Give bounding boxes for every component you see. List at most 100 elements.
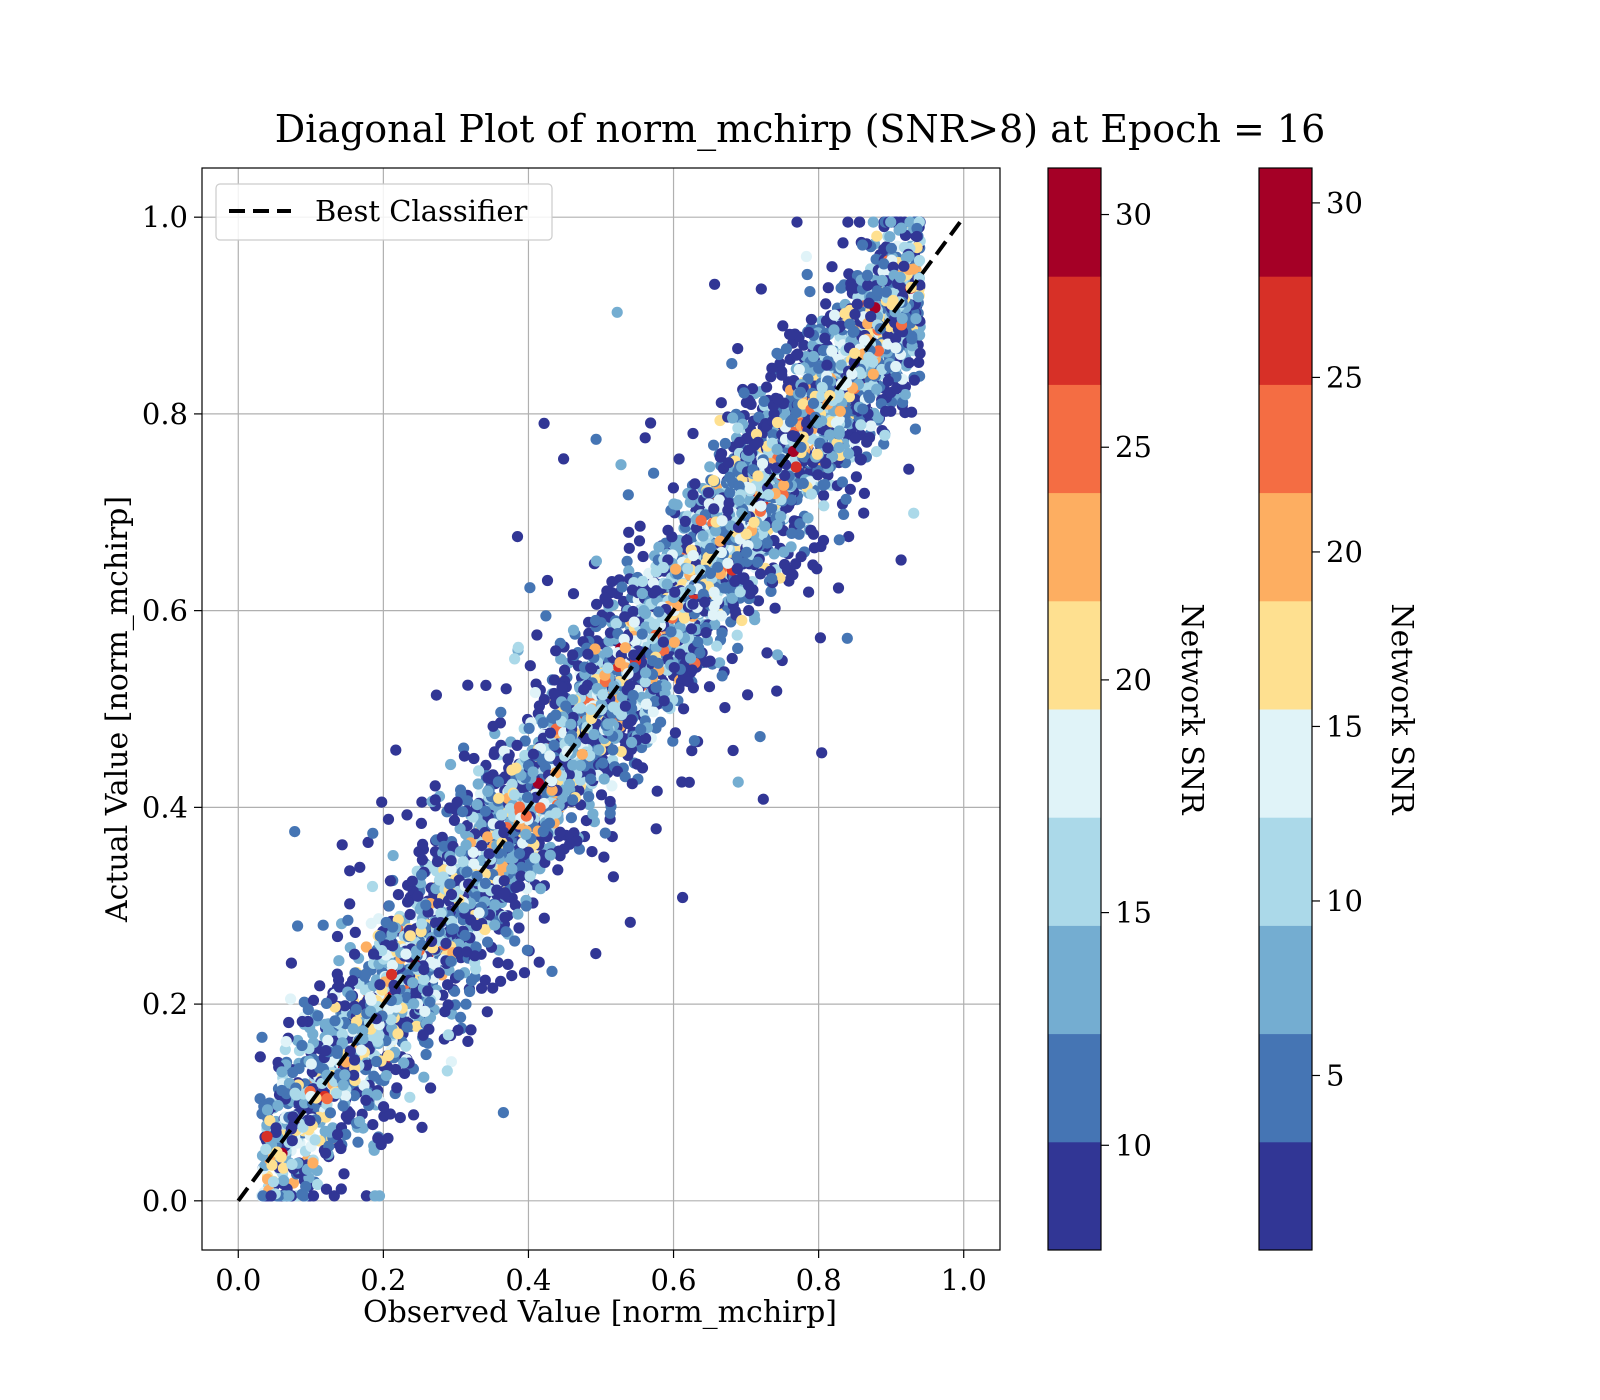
scatter-point bbox=[744, 588, 756, 600]
scatter-point bbox=[854, 216, 866, 228]
scatter-point bbox=[520, 900, 532, 912]
scatter-point bbox=[322, 1034, 334, 1046]
scatter-point bbox=[558, 453, 570, 465]
scatter-point bbox=[500, 926, 512, 938]
scatter-point bbox=[497, 1107, 509, 1119]
scatter-point bbox=[441, 1065, 453, 1077]
scatter-point bbox=[417, 838, 429, 851]
scatter-point bbox=[870, 446, 883, 458]
scatter-point bbox=[511, 531, 524, 543]
scatter-point bbox=[826, 261, 838, 273]
scatter-point bbox=[731, 629, 743, 641]
scatter-point bbox=[489, 746, 501, 758]
scatter-point bbox=[791, 216, 803, 228]
scatter-point bbox=[468, 752, 480, 765]
scatter-point bbox=[506, 970, 518, 982]
scatter-point bbox=[416, 854, 428, 866]
scatter-point bbox=[776, 369, 788, 381]
scatter-point bbox=[415, 817, 427, 830]
scatter-point bbox=[704, 655, 716, 667]
scatter-point bbox=[289, 826, 301, 838]
scatter-point bbox=[761, 381, 773, 393]
scatter-point bbox=[535, 883, 547, 895]
scatter-point bbox=[843, 268, 855, 280]
scatter-point bbox=[552, 864, 564, 876]
scatter-point bbox=[328, 1190, 340, 1202]
scatter-point bbox=[704, 461, 716, 473]
scatter-point bbox=[714, 451, 727, 463]
scatter-point bbox=[667, 482, 680, 494]
scatter-point bbox=[606, 780, 618, 792]
scatter-point bbox=[380, 1070, 392, 1082]
scatter-point bbox=[590, 614, 602, 627]
scatter-point bbox=[885, 216, 897, 228]
scatter-point bbox=[645, 417, 657, 429]
scatter-point bbox=[765, 371, 777, 383]
scatter-point bbox=[559, 664, 571, 676]
scatter-point bbox=[565, 812, 578, 824]
scatter-point bbox=[360, 941, 372, 953]
scatter-point bbox=[833, 442, 845, 454]
scatter-point bbox=[511, 739, 523, 752]
scatter-point bbox=[402, 896, 414, 908]
scatter-point bbox=[623, 526, 635, 538]
scatter-point bbox=[752, 595, 765, 607]
scatter-point bbox=[837, 237, 849, 249]
scatter-point bbox=[370, 1055, 383, 1068]
scatter-point bbox=[711, 640, 723, 652]
scatter-point bbox=[742, 689, 754, 701]
scatter-point bbox=[521, 944, 534, 956]
scatter-point bbox=[798, 339, 810, 351]
scatter-point bbox=[390, 744, 402, 756]
scatter-point bbox=[567, 588, 580, 600]
scatter-point bbox=[401, 809, 413, 821]
scatter-point bbox=[530, 678, 542, 690]
scatter-point bbox=[858, 487, 871, 499]
scatter-point bbox=[550, 645, 562, 657]
scatter-point bbox=[765, 585, 777, 598]
scatter-point bbox=[399, 1067, 411, 1079]
scatter-point bbox=[489, 919, 501, 931]
scatter-point bbox=[861, 436, 873, 448]
scatter-point bbox=[714, 657, 726, 669]
scatter-point bbox=[631, 758, 643, 770]
scatter-point bbox=[822, 282, 834, 294]
scatter-point bbox=[867, 216, 879, 228]
scatter-point bbox=[312, 1178, 324, 1191]
scatter-point bbox=[909, 423, 922, 435]
scatter-point bbox=[254, 1051, 266, 1063]
scatter-point bbox=[307, 1157, 319, 1169]
scatter-point bbox=[692, 636, 704, 648]
scatter-point bbox=[850, 471, 863, 483]
scatter-point bbox=[727, 744, 739, 757]
scatter-point bbox=[384, 1108, 396, 1120]
scatter-point bbox=[708, 439, 720, 451]
scatter-point bbox=[548, 674, 561, 686]
scatter-point bbox=[842, 216, 854, 228]
scatter-point bbox=[843, 531, 855, 543]
scatter-point bbox=[278, 1174, 290, 1187]
scatter-point bbox=[688, 735, 701, 747]
scatter-point bbox=[719, 702, 731, 714]
scatter-point bbox=[460, 998, 472, 1010]
scatter-point bbox=[444, 802, 456, 814]
scatter-point bbox=[470, 963, 482, 975]
scatter-point bbox=[622, 489, 634, 501]
scatter-point bbox=[759, 520, 771, 532]
scatter-point bbox=[819, 478, 831, 491]
scatter-point bbox=[495, 706, 507, 718]
scatter-point bbox=[285, 957, 297, 969]
scatter-points bbox=[254, 216, 926, 1202]
scatter-point bbox=[650, 823, 662, 835]
scatter-point bbox=[430, 883, 442, 895]
scatter-point bbox=[814, 632, 827, 644]
scatter-point bbox=[899, 389, 911, 401]
scatter-point bbox=[390, 1063, 402, 1076]
scatter-point bbox=[412, 890, 424, 902]
scatter-point bbox=[906, 406, 918, 418]
scatter-point bbox=[538, 417, 550, 429]
scatter-point bbox=[449, 985, 461, 997]
scatter-point bbox=[872, 412, 884, 424]
scatter-point bbox=[709, 278, 721, 290]
